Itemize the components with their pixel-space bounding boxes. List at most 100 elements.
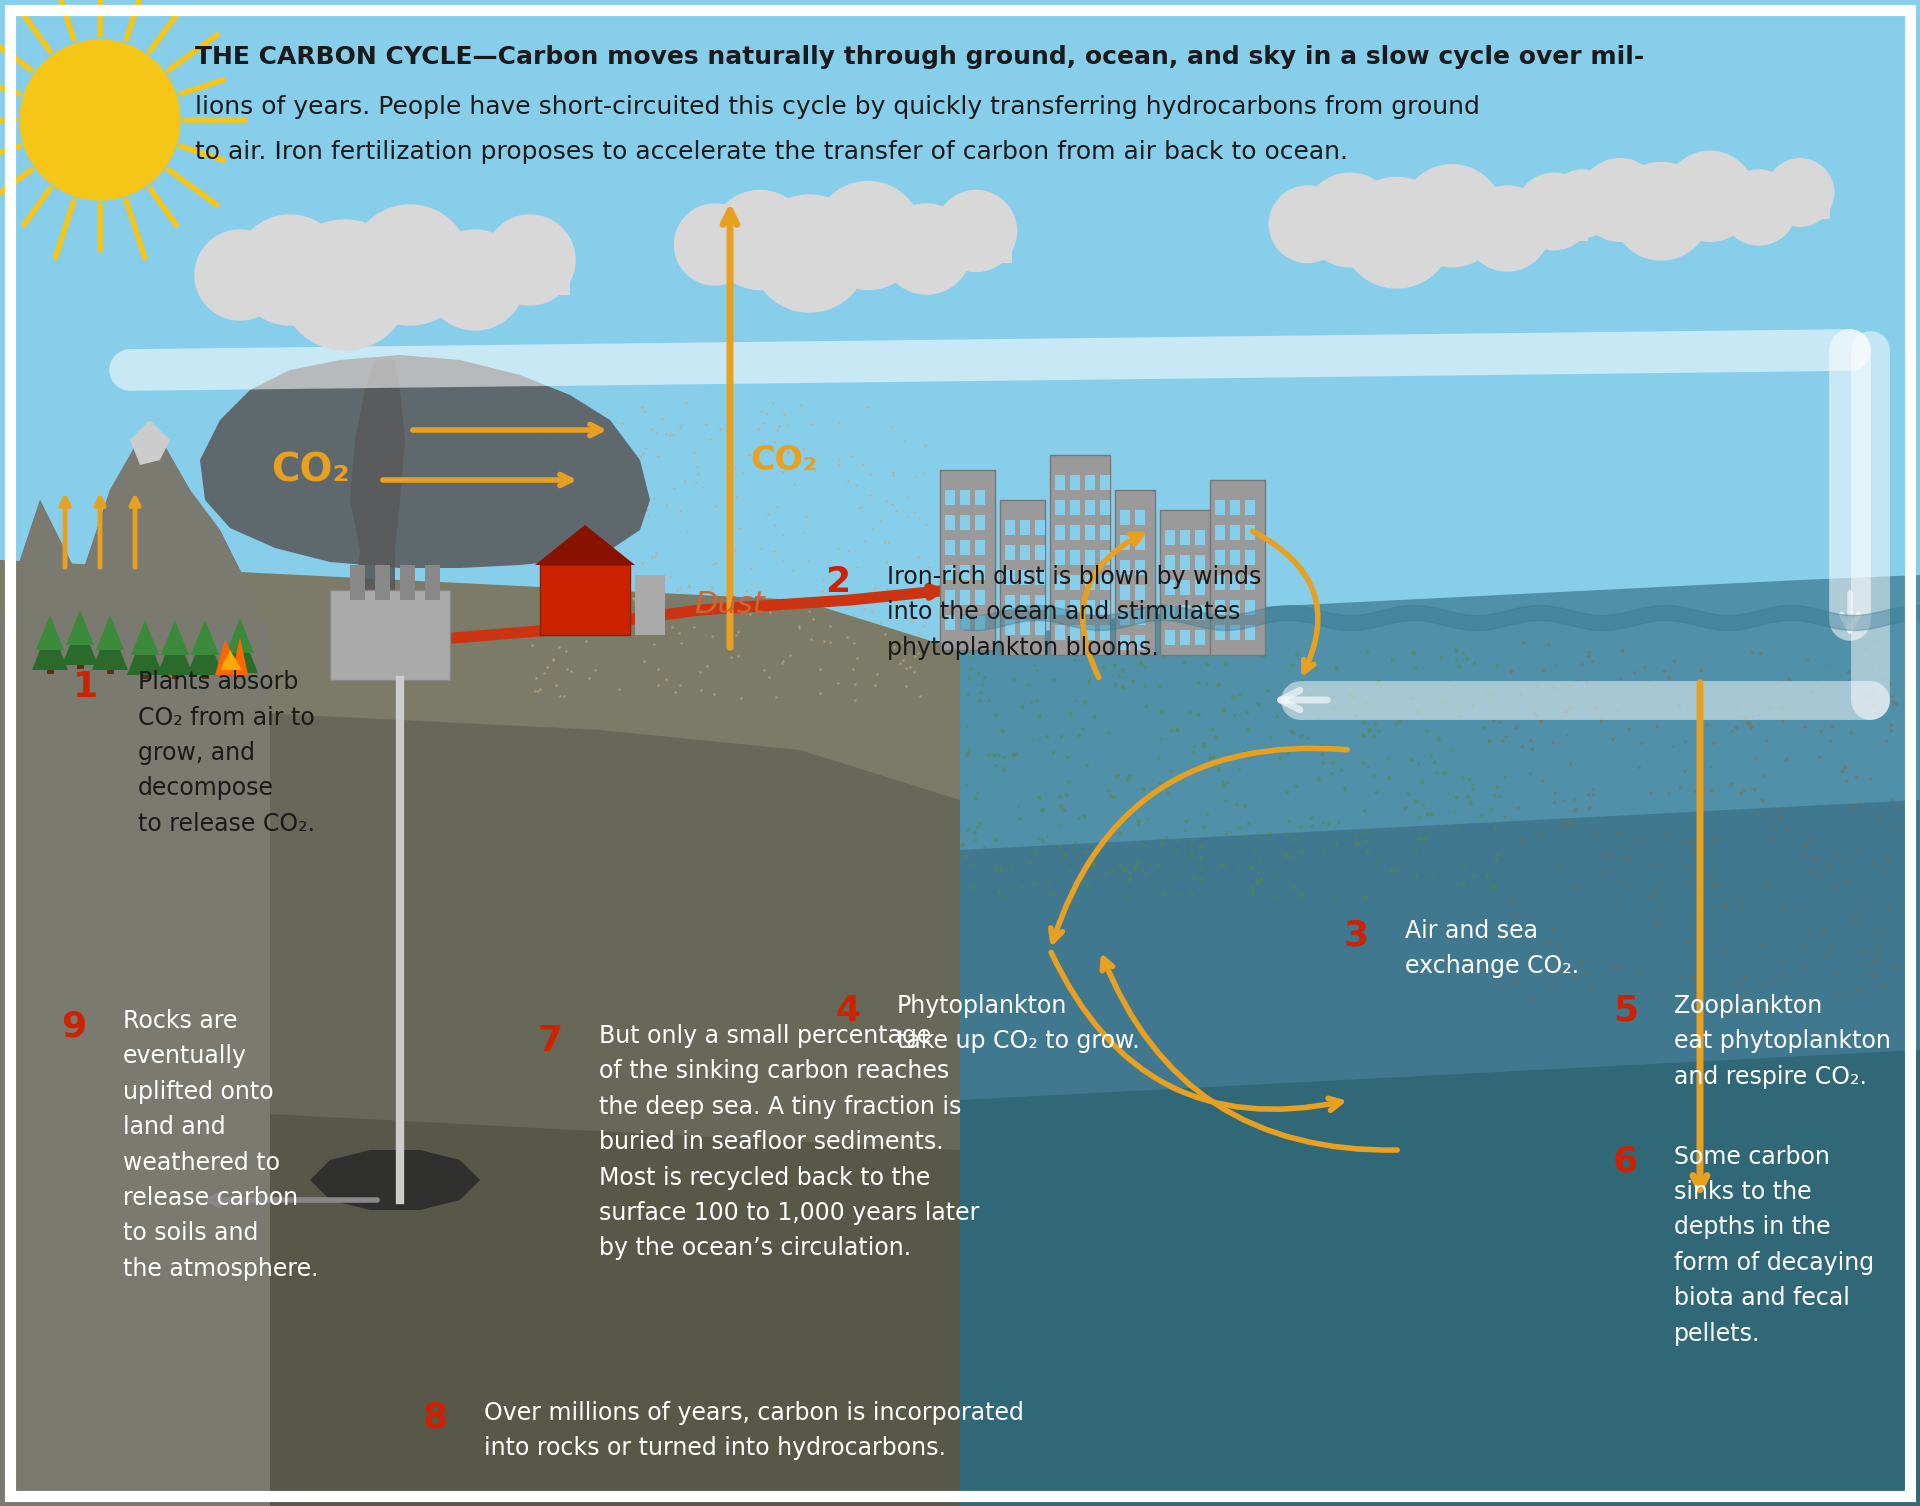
Text: Plants absorb
CO₂ from air to
grow, and
decompose
to release CO₂.: Plants absorb CO₂ from air to grow, and … <box>138 670 315 836</box>
Text: CO₂: CO₂ <box>271 450 349 489</box>
Bar <box>230 265 570 295</box>
Bar <box>1020 569 1029 584</box>
Polygon shape <box>157 630 194 675</box>
Polygon shape <box>92 625 129 670</box>
Bar <box>1085 599 1094 614</box>
Bar <box>1135 535 1144 550</box>
Bar <box>1244 575 1256 590</box>
Bar <box>1165 630 1175 645</box>
Polygon shape <box>190 620 219 655</box>
Bar <box>1215 500 1225 515</box>
Bar <box>707 235 1012 262</box>
Bar <box>1020 595 1029 610</box>
Bar <box>1100 500 1110 515</box>
Bar <box>1035 595 1044 610</box>
Circle shape <box>1465 187 1549 271</box>
Text: 3: 3 <box>1344 919 1369 953</box>
Polygon shape <box>186 630 223 675</box>
Circle shape <box>881 203 972 294</box>
Text: 1: 1 <box>73 670 98 705</box>
Bar <box>1069 575 1079 590</box>
Bar <box>1215 575 1225 590</box>
Bar <box>1181 605 1190 620</box>
Bar <box>1004 520 1016 535</box>
Circle shape <box>674 203 755 285</box>
Bar <box>945 565 954 580</box>
Bar <box>1231 625 1240 640</box>
Polygon shape <box>131 420 171 465</box>
Bar <box>540 565 630 636</box>
Text: 5: 5 <box>1613 994 1638 1029</box>
Bar <box>1194 630 1206 645</box>
Circle shape <box>710 190 810 289</box>
Polygon shape <box>0 700 1920 1506</box>
Text: Some carbon
sinks to the
depths in the
form of decaying
biota and fecal
pellets.: Some carbon sinks to the depths in the f… <box>1674 1145 1874 1345</box>
Polygon shape <box>96 614 125 651</box>
Bar <box>1231 575 1240 590</box>
Text: lions of years. People have short-circuited this cycle by quickly transferring h: lions of years. People have short-circui… <box>196 95 1480 119</box>
Bar <box>960 541 970 556</box>
Polygon shape <box>309 1151 480 1209</box>
Bar <box>1231 526 1240 541</box>
Polygon shape <box>349 360 405 599</box>
Bar <box>1574 196 1830 218</box>
Bar <box>1135 584 1144 599</box>
Bar <box>424 565 440 599</box>
Bar <box>374 565 390 599</box>
Text: Dust: Dust <box>695 590 766 619</box>
Polygon shape <box>36 614 63 651</box>
Bar <box>1069 550 1079 565</box>
Bar <box>1035 520 1044 535</box>
Bar <box>1100 526 1110 541</box>
Bar <box>1119 636 1131 651</box>
Bar <box>1181 580 1190 595</box>
Bar <box>1085 575 1094 590</box>
Bar <box>1004 545 1016 560</box>
Circle shape <box>751 194 868 312</box>
Bar <box>1194 605 1206 620</box>
Circle shape <box>1515 173 1592 250</box>
Bar <box>1050 455 1110 655</box>
Bar <box>1085 500 1094 515</box>
Bar <box>1135 511 1144 526</box>
Text: Air and sea
exchange CO₂.: Air and sea exchange CO₂. <box>1405 919 1580 977</box>
Bar <box>945 614 954 630</box>
Bar <box>1054 474 1066 489</box>
Bar <box>1160 511 1210 655</box>
Bar <box>1244 550 1256 565</box>
Bar <box>1054 599 1066 614</box>
Circle shape <box>814 182 922 289</box>
Bar <box>1100 550 1110 565</box>
Bar <box>1135 610 1144 625</box>
Bar <box>1231 550 1240 565</box>
Bar <box>1100 599 1110 614</box>
Polygon shape <box>127 630 163 675</box>
Polygon shape <box>0 1099 1920 1506</box>
Bar <box>1054 526 1066 541</box>
Polygon shape <box>221 651 242 670</box>
Circle shape <box>280 220 411 349</box>
Bar <box>945 489 954 505</box>
Circle shape <box>1665 151 1755 241</box>
Text: Over millions of years, carbon is incorporated
into rocks or turned into hydroca: Over millions of years, carbon is incorp… <box>484 1401 1023 1459</box>
Bar <box>1035 569 1044 584</box>
Circle shape <box>1549 170 1617 238</box>
Polygon shape <box>960 800 1920 1506</box>
Bar <box>1119 535 1131 550</box>
Bar <box>960 489 970 505</box>
Text: 4: 4 <box>835 994 860 1029</box>
Bar <box>1004 595 1016 610</box>
Bar <box>960 565 970 580</box>
Polygon shape <box>0 420 271 1506</box>
Circle shape <box>234 215 346 325</box>
Bar <box>1085 474 1094 489</box>
Bar <box>1244 625 1256 640</box>
Circle shape <box>486 215 574 306</box>
Bar <box>1194 556 1206 569</box>
Bar <box>1231 599 1240 614</box>
Bar <box>945 590 954 605</box>
Bar <box>1069 500 1079 515</box>
Bar <box>1181 530 1190 545</box>
Polygon shape <box>200 355 651 568</box>
Bar <box>1069 625 1079 640</box>
